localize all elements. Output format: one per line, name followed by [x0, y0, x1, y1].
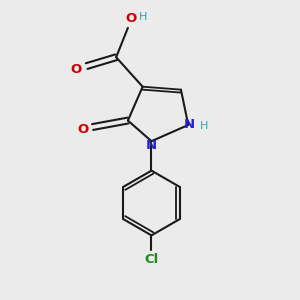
Text: N: N: [184, 118, 195, 131]
Text: N: N: [145, 139, 156, 152]
Text: O: O: [70, 62, 81, 76]
Text: Cl: Cl: [144, 253, 159, 266]
Text: H: H: [139, 13, 148, 22]
Text: O: O: [77, 123, 88, 136]
Text: H: H: [200, 121, 208, 130]
Text: O: O: [125, 13, 136, 26]
